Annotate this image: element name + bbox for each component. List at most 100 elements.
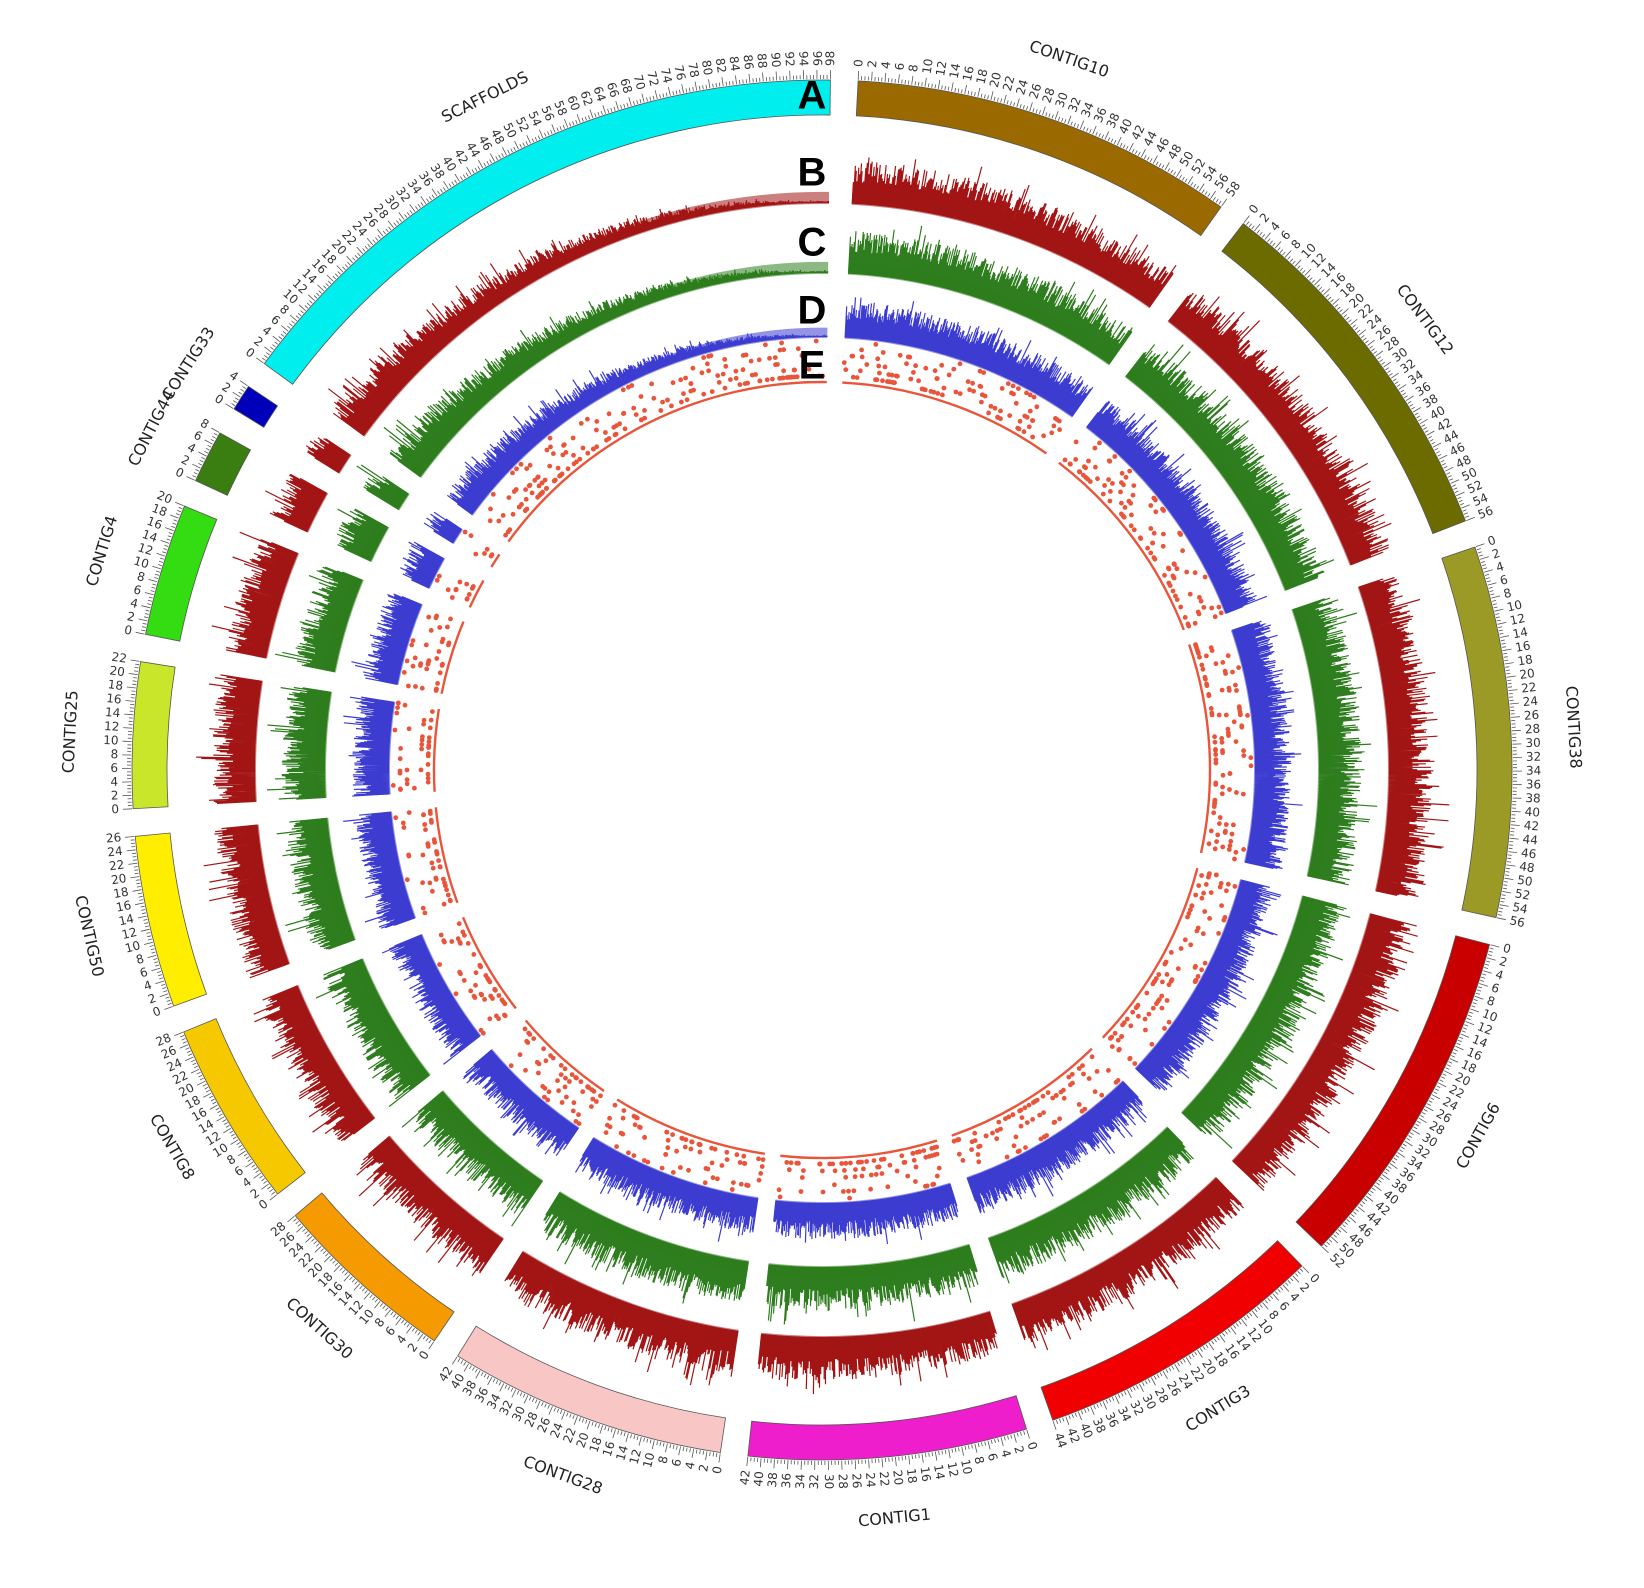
tick-label-contig8-12: 12 xyxy=(203,1129,223,1149)
track-e-point xyxy=(443,883,448,889)
track-e-point xyxy=(728,377,733,382)
track-e-point xyxy=(548,444,553,450)
track-e-point xyxy=(1212,739,1218,745)
tick-label-scaffolds-60: 60 xyxy=(564,94,582,113)
tick-label-contig3-20: 20 xyxy=(1199,1357,1219,1377)
track-e-point xyxy=(951,366,957,372)
track-e-point xyxy=(1010,383,1016,389)
track-e-point xyxy=(1204,653,1209,659)
track-e-point xyxy=(412,785,417,791)
track-e-point xyxy=(437,670,443,676)
track-e-point xyxy=(571,1100,577,1106)
track-e-point xyxy=(781,368,786,374)
track-e-point xyxy=(1188,942,1194,948)
tick-label-contig50-0: 0 xyxy=(151,1004,163,1020)
track-e-point xyxy=(580,445,586,451)
track-e-point xyxy=(674,1148,679,1154)
track-e-point xyxy=(550,1055,556,1061)
tick-label-contig38-4: 4 xyxy=(1494,559,1505,575)
track-e-baseline-contig33 xyxy=(490,553,501,568)
track-e-point xyxy=(594,1099,599,1104)
tick-label-contig6-18: 18 xyxy=(1459,1057,1479,1076)
tick-label-contig10-22: 22 xyxy=(1000,74,1018,92)
track-e-point xyxy=(983,1133,989,1139)
tick-label-contig10-16: 16 xyxy=(960,65,977,83)
tick-label-contig1-24: 24 xyxy=(863,1472,878,1488)
track-e-point xyxy=(934,1144,939,1150)
tick-label-contig25-12: 12 xyxy=(104,719,120,734)
tick-label-contig10-46: 46 xyxy=(1153,135,1173,155)
track-e-point xyxy=(1050,1095,1056,1101)
track-e-point xyxy=(1131,483,1137,488)
track-e-point xyxy=(1200,666,1206,672)
track-e-point xyxy=(1051,1120,1057,1125)
track-e-point xyxy=(1040,1093,1046,1099)
tick-label-contig10-20: 20 xyxy=(987,71,1004,89)
track-e-point xyxy=(567,1079,572,1084)
track-e-point xyxy=(507,527,513,533)
tick-label-contig25-16: 16 xyxy=(106,691,123,706)
track-d-contig30 xyxy=(462,1049,579,1157)
tick-label-contig28-42: 42 xyxy=(436,1364,456,1384)
track-e-point xyxy=(502,1013,508,1019)
tick-label-contig8-14: 14 xyxy=(196,1117,216,1137)
track-e-point xyxy=(1154,1001,1159,1007)
tick-label-contig12-54: 54 xyxy=(1471,490,1490,509)
track-e-point xyxy=(420,880,425,886)
track-e-point xyxy=(470,584,476,589)
track-e-point xyxy=(779,340,784,346)
tick-label-contig3-26: 26 xyxy=(1164,1379,1184,1399)
ticks-contig38 xyxy=(1475,543,1522,921)
track-e-point xyxy=(426,614,432,620)
track-e-point xyxy=(433,688,439,693)
track-e-baseline-contig25 xyxy=(432,708,441,792)
track-e-point xyxy=(1121,482,1126,488)
track-e-point xyxy=(1206,841,1212,847)
tick-label-contig38-8: 8 xyxy=(1502,586,1513,601)
track-e-point xyxy=(527,1032,533,1037)
tick-label-contig1-18: 18 xyxy=(904,1467,920,1484)
track-e-point xyxy=(1057,427,1062,433)
tick-label-contig8-10: 10 xyxy=(210,1140,230,1160)
tick-label-contig8-18: 18 xyxy=(183,1093,203,1113)
track-e-point xyxy=(876,1164,882,1170)
track-c-base-contig25 xyxy=(313,690,333,799)
track-e-point xyxy=(1192,620,1198,626)
track-e-point xyxy=(1209,605,1215,611)
track-e-point xyxy=(681,391,686,397)
track-e-point xyxy=(1214,839,1219,844)
tick-label-contig28-6: 6 xyxy=(669,1458,684,1468)
tick-label-contig38-0: 0 xyxy=(1486,533,1498,549)
track-e-point xyxy=(1034,1097,1040,1103)
track-e-point xyxy=(969,1139,975,1145)
track-d-contig10 xyxy=(844,297,1094,417)
track-e-point xyxy=(594,444,600,450)
tick-label-contig6-28: 28 xyxy=(1427,1118,1447,1138)
tick-label-contig28-22: 22 xyxy=(560,1426,579,1445)
tick-label-contig10-4: 4 xyxy=(879,61,894,70)
track-e-point xyxy=(1219,791,1225,797)
track-e-point xyxy=(545,1097,551,1103)
segment-label-contig10: CONTIG10 xyxy=(1027,36,1112,81)
track-e-point xyxy=(1030,434,1035,440)
track-e-point xyxy=(756,357,762,363)
track-e-point xyxy=(1227,787,1232,792)
track-e-point xyxy=(697,1149,703,1155)
track-e-point xyxy=(976,1144,981,1150)
tick-label-contig10-44: 44 xyxy=(1141,129,1160,149)
track-e-point xyxy=(1159,993,1165,999)
track-e-point xyxy=(1085,476,1091,482)
track-b-contig50 xyxy=(203,824,290,979)
tick-label-contig25-4: 4 xyxy=(110,775,118,789)
tick-label-contig10-38: 38 xyxy=(1104,111,1123,131)
track-e-point xyxy=(1229,831,1235,837)
track-e-point xyxy=(1128,1023,1134,1029)
tick-label-contig10-36: 36 xyxy=(1091,105,1110,125)
track-e-point xyxy=(710,1175,716,1181)
tick-label-scaffolds-76: 76 xyxy=(671,64,688,82)
track-b-contig4 xyxy=(211,531,299,659)
track-e-point xyxy=(448,898,453,904)
track-e-point xyxy=(701,355,706,360)
track-e-point xyxy=(482,551,487,556)
track-e-point xyxy=(1236,665,1241,670)
